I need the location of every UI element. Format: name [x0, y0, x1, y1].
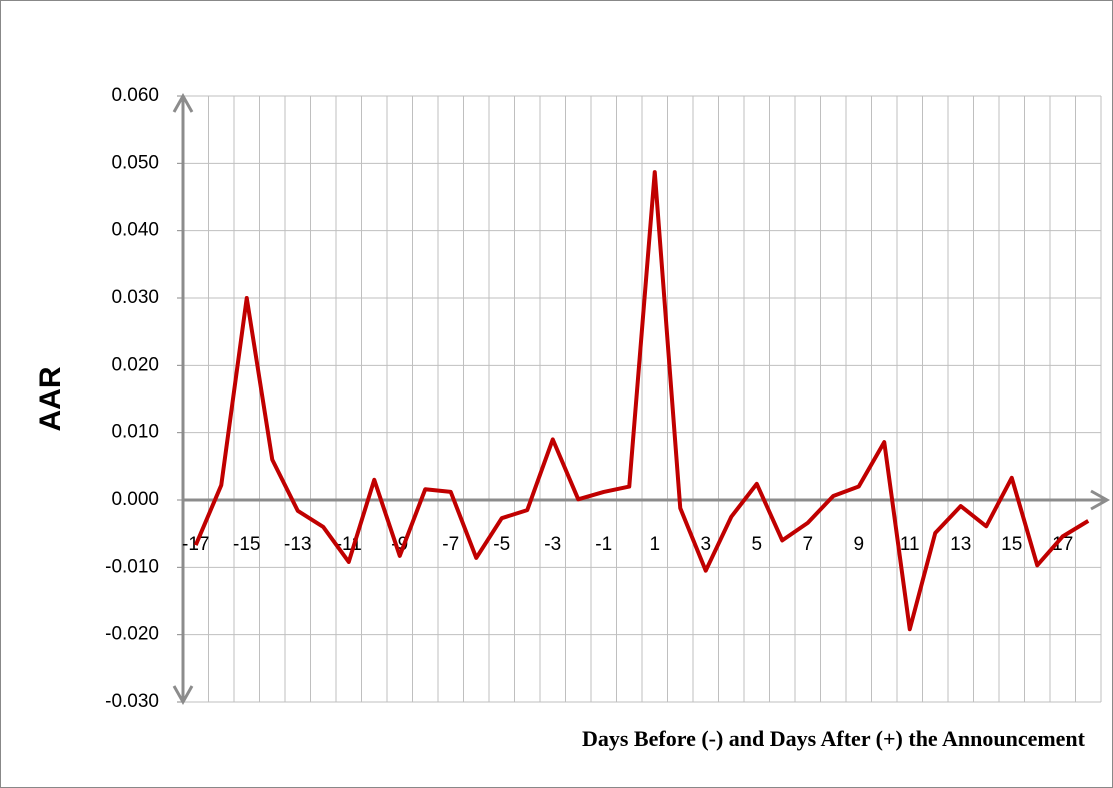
y-tick-label: -0.020 [105, 624, 159, 645]
x-tick-label: -7 [442, 534, 459, 555]
x-tick-label: -3 [544, 534, 561, 555]
x-tick-label: 1 [649, 534, 660, 555]
y-tick-label: 0.060 [111, 85, 159, 106]
y-arrow-bottom [172, 685, 194, 706]
x-tick-label: 7 [802, 534, 813, 555]
line-series [193, 170, 1090, 632]
x-tick-label: 9 [853, 534, 864, 555]
y-tick-label: 0.030 [111, 287, 159, 308]
x-tick-label: -13 [284, 534, 311, 555]
x-axis-label: Days Before (-) and Days After (+) the A… [582, 726, 1086, 751]
x-arrow [1090, 489, 1111, 511]
x-tick-label: 13 [950, 534, 971, 555]
y-tick-label: 0.020 [111, 354, 159, 375]
x-tick-label: 11 [900, 534, 920, 555]
y-tick-label: 0.050 [111, 152, 159, 173]
y-tick-label: 0.040 [111, 220, 159, 241]
x-tick-label: 17 [1052, 534, 1073, 555]
y-tick-label: -0.010 [105, 556, 159, 577]
x-tick-label: -15 [233, 534, 260, 555]
y-tick-label: 0.000 [111, 489, 159, 510]
y-arrow-top [172, 92, 194, 113]
x-tick-label: -1 [595, 534, 612, 555]
x-tick-label: 3 [700, 534, 711, 555]
y-tick-label: -0.030 [105, 691, 159, 712]
y-tick-label: 0.010 [111, 422, 159, 443]
x-tick-label: 5 [751, 534, 762, 555]
y-axis-label: AAR [34, 366, 67, 431]
x-tick-label: -5 [493, 534, 510, 555]
x-tick-label: 15 [1001, 534, 1022, 555]
